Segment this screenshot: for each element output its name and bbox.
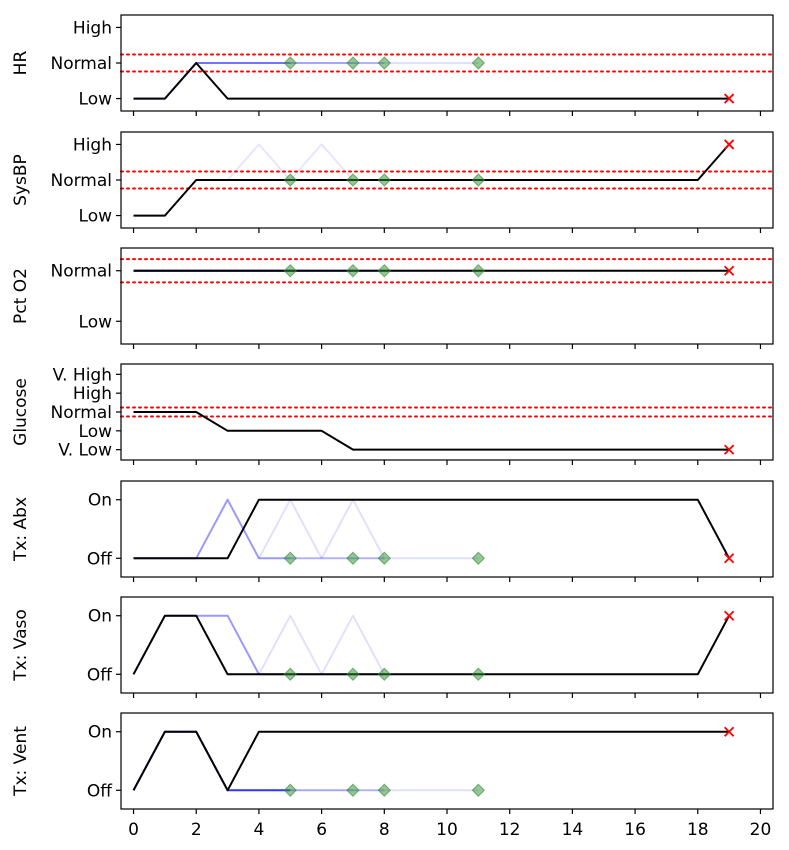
- diamond-marker-2: [346, 551, 360, 565]
- end-x-marker: [723, 139, 735, 150]
- end-x-marker: [723, 553, 735, 564]
- y-tick-label: Normal: [50, 403, 112, 423]
- counterfactual-line-4: [320, 614, 386, 675]
- diamond-marker-2: [346, 783, 360, 797]
- observed-line: [133, 62, 730, 100]
- diamond-marker-3: [377, 551, 392, 565]
- observed-line: [133, 411, 730, 451]
- diamond-marker-4: [471, 667, 486, 681]
- x-axis-labels: 0 2 4 6 8 10 12 14 16 18 20: [128, 820, 771, 840]
- diamond-marker-1: [283, 264, 297, 278]
- observed-line: [132, 614, 730, 676]
- panel-frame: [120, 363, 774, 461]
- diamond-marker-1: [283, 783, 297, 797]
- y-tick-label: On: [88, 491, 112, 511]
- y-axis-label: Tx: Abx: [11, 497, 31, 562]
- y-tick-label: Low: [79, 207, 113, 227]
- end-x-marker: [723, 265, 735, 276]
- y-tick-label: V. High: [53, 365, 112, 385]
- panel-1: Low Normal High HR: [11, 14, 774, 116]
- counterfactual-line-2: [258, 498, 323, 559]
- y-tick-label: V. Low: [58, 441, 112, 461]
- y-tick-label: Off: [87, 549, 113, 569]
- y-tick-label: High: [73, 135, 112, 155]
- y-tick-label: Normal: [50, 262, 112, 282]
- panel-7: Off On Tx: Vent: [11, 712, 774, 814]
- x-tick-label: 20: [750, 820, 772, 840]
- diamond-marker-1: [283, 56, 297, 70]
- y-tick-label: On: [88, 607, 112, 627]
- x-tick-label: 6: [316, 820, 327, 840]
- y-tick-label: Normal: [50, 54, 112, 74]
- x-tick-label: 0: [128, 820, 139, 840]
- x-tick-label: 4: [254, 820, 265, 840]
- y-axis-label: Glucose: [11, 378, 31, 446]
- counterfactual-line-1: [133, 498, 291, 560]
- diamond-marker-2: [346, 173, 360, 187]
- observed-line: [133, 498, 730, 560]
- y-axis-label: Pct O2: [11, 268, 31, 324]
- panel-5: Off On Tx: Abx: [11, 480, 774, 582]
- x-tick-label: 12: [499, 820, 521, 840]
- y-axis-label: Tx: Vaso: [11, 609, 31, 682]
- diamond-marker-2: [346, 264, 360, 278]
- x-tick-label: 8: [379, 820, 390, 840]
- y-axis-label: Tx: Vent: [11, 726, 31, 797]
- counterfactual-line-4: [320, 498, 386, 559]
- panel-frame: [120, 712, 774, 810]
- y-tick-label: Low: [79, 90, 113, 110]
- y-tick-label: Low: [79, 422, 113, 442]
- panel-frame: [120, 247, 774, 345]
- y-tick-label: On: [88, 723, 112, 743]
- diamond-marker-1: [283, 173, 297, 187]
- x-tick-label: 18: [687, 820, 709, 840]
- panel-2: Low Normal High SysBP: [11, 131, 774, 233]
- y-tick-label: High: [73, 18, 112, 38]
- diamond-marker-3: [377, 264, 392, 278]
- panel-3: Low Normal Pct O2: [11, 247, 774, 349]
- x-tick-label: 10: [436, 820, 458, 840]
- diamond-marker-4: [471, 56, 486, 70]
- end-x-marker: [723, 610, 735, 621]
- diamond-marker-4: [471, 551, 486, 565]
- diamond-marker-3: [377, 783, 392, 797]
- panels-group: LowNormalHighHRLowNormalHighSysBPLowNorm…: [11, 14, 774, 814]
- observed-line: [132, 730, 730, 792]
- counterfactual-line-2: [289, 143, 354, 181]
- diamond-marker-1: [283, 667, 297, 681]
- end-x-marker: [723, 726, 735, 737]
- diamond-marker-2: [346, 667, 360, 681]
- diamond-marker-3: [377, 667, 392, 681]
- y-tick-label: Normal: [50, 171, 112, 191]
- observed-line: [133, 143, 730, 217]
- y-tick-label: Off: [87, 665, 113, 685]
- y-axis-label: SysBP: [11, 154, 31, 206]
- end-x-marker: [723, 444, 735, 455]
- y-axis-label: HR: [11, 51, 31, 76]
- panel-6: Off On Tx: Vaso: [11, 596, 774, 698]
- x-tick-label: 2: [191, 820, 202, 840]
- diamond-marker-4: [471, 173, 486, 187]
- diamond-marker-1: [283, 551, 297, 565]
- diamond-marker-2: [346, 56, 360, 70]
- diamond-marker-4: [471, 783, 486, 797]
- y-tick-label: High: [73, 384, 112, 404]
- diamond-marker-3: [377, 173, 392, 187]
- panel-frame: [120, 480, 774, 578]
- panel-frame: [120, 596, 774, 694]
- counterfactual-line-2: [258, 614, 323, 675]
- y-tick-label: Low: [79, 312, 113, 332]
- x-tick-label: 14: [562, 820, 584, 840]
- diamond-marker-3: [377, 56, 392, 70]
- y-tick-label: Off: [87, 781, 113, 801]
- diamond-marker-4: [471, 264, 486, 278]
- x-tick-label: 16: [624, 820, 646, 840]
- end-x-marker: [723, 93, 735, 104]
